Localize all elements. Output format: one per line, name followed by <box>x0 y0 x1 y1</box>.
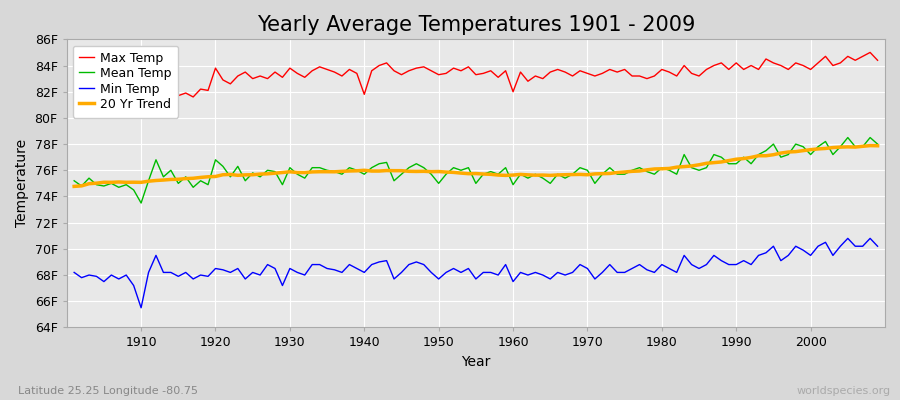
Mean Temp <box>508 182 518 187</box>
Line: Min Temp: Min Temp <box>74 238 878 308</box>
20 Yr Trend <box>508 173 518 178</box>
Mean Temp <box>300 176 310 180</box>
Max Temp <box>872 58 883 63</box>
Mean Temp <box>872 142 883 146</box>
Max Temp <box>68 89 79 94</box>
Text: worldspecies.org: worldspecies.org <box>796 386 891 396</box>
Min Temp <box>129 283 140 288</box>
20 Yr Trend <box>337 169 347 174</box>
Min Temp <box>344 262 355 267</box>
Mean Temp <box>129 188 140 192</box>
20 Yr Trend <box>597 171 608 176</box>
Max Temp <box>344 67 355 72</box>
Max Temp <box>129 88 140 93</box>
Min Temp <box>68 270 79 275</box>
Min Temp <box>508 279 518 284</box>
Max Temp <box>515 70 526 74</box>
20 Yr Trend <box>865 143 876 148</box>
Title: Yearly Average Temperatures 1901 - 2009: Yearly Average Temperatures 1901 - 2009 <box>256 15 695 35</box>
20 Yr Trend <box>129 180 140 185</box>
20 Yr Trend <box>500 173 511 178</box>
Max Temp <box>508 89 518 94</box>
Line: Max Temp: Max Temp <box>74 52 878 98</box>
Min Temp <box>605 262 616 267</box>
Max Temp <box>136 96 147 101</box>
Text: Latitude 25.25 Longitude -80.75: Latitude 25.25 Longitude -80.75 <box>18 386 198 396</box>
Min Temp <box>515 270 526 275</box>
Max Temp <box>300 75 310 80</box>
Mean Temp <box>68 178 79 183</box>
20 Yr Trend <box>872 143 883 148</box>
Mean Temp <box>344 165 355 170</box>
Mean Temp <box>136 201 147 206</box>
Min Temp <box>872 244 883 249</box>
20 Yr Trend <box>68 184 79 189</box>
Min Temp <box>136 305 147 310</box>
Line: 20 Yr Trend: 20 Yr Trend <box>74 146 878 186</box>
Mean Temp <box>605 165 616 170</box>
Mean Temp <box>515 172 526 177</box>
Line: Mean Temp: Mean Temp <box>74 138 878 203</box>
Mean Temp <box>842 135 853 140</box>
Y-axis label: Temperature: Temperature <box>15 139 29 228</box>
20 Yr Trend <box>292 170 302 175</box>
Legend: Max Temp, Mean Temp, Min Temp, 20 Yr Trend: Max Temp, Mean Temp, Min Temp, 20 Yr Tre… <box>73 46 178 118</box>
Min Temp <box>842 236 853 241</box>
X-axis label: Year: Year <box>461 355 491 369</box>
Max Temp <box>865 50 876 55</box>
Max Temp <box>605 67 616 72</box>
Min Temp <box>300 273 310 278</box>
